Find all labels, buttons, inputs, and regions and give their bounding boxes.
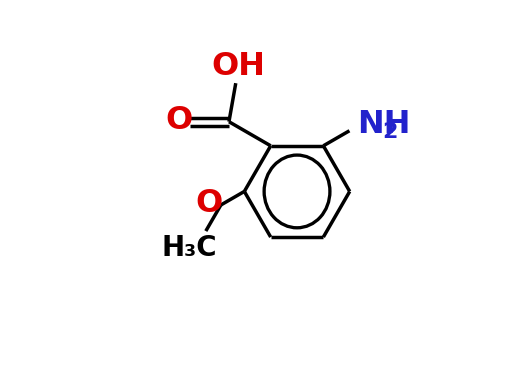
Text: NH: NH <box>357 109 411 140</box>
Text: O: O <box>195 188 222 219</box>
Text: H₃C: H₃C <box>161 233 217 262</box>
Text: 2: 2 <box>382 122 397 142</box>
Text: O: O <box>165 105 193 136</box>
Text: OH: OH <box>212 51 266 82</box>
